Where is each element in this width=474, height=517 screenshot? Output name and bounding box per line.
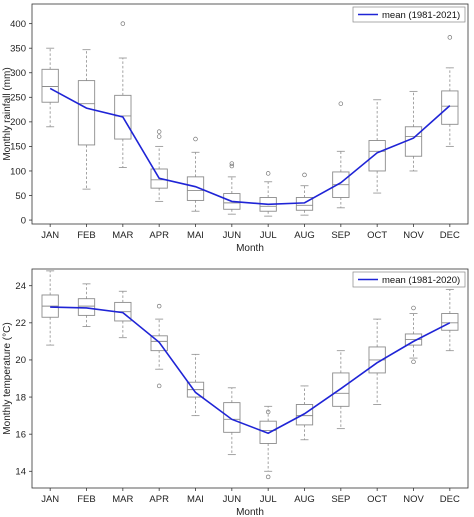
y-tick-label: 24 xyxy=(15,281,26,292)
box-jan xyxy=(41,270,59,346)
x-tick-label-mar: MAR xyxy=(112,494,133,505)
box-iqr xyxy=(223,402,241,433)
outlier-point xyxy=(156,134,162,139)
box-mai xyxy=(186,353,205,417)
legend: mean (1981-2021) xyxy=(352,6,466,23)
y-tick-label: 22 xyxy=(15,318,26,329)
x-tick-label-nov: NOV xyxy=(403,494,424,505)
y-tick-label: 0 xyxy=(21,215,26,226)
box-jul xyxy=(259,405,277,480)
y-tick-label: 18 xyxy=(15,392,26,403)
x-tick-label-feb: FEB xyxy=(77,494,95,505)
x-tick-label-sep: SEP xyxy=(331,494,350,505)
legend-label: mean (1981-2021) xyxy=(382,10,460,21)
box-nov xyxy=(404,305,423,365)
outlier-point xyxy=(265,474,271,480)
x-tick-label-oct: OCT xyxy=(367,230,387,241)
mean-line xyxy=(49,87,451,206)
box-apr xyxy=(150,303,168,389)
y-axis-title: Monthly rainfall (mm) xyxy=(2,67,13,160)
y-tick-label: 250 xyxy=(10,93,26,104)
x-tick-label-oct: OCT xyxy=(367,494,387,505)
outlier-point xyxy=(120,21,126,26)
y-tick-label: 150 xyxy=(10,142,26,153)
box-iqr xyxy=(77,80,96,146)
x-tick-label-dec: DEC xyxy=(440,230,460,241)
x-axis-title: Month xyxy=(236,507,264,517)
y-tick-label: 200 xyxy=(10,117,26,128)
box-sep xyxy=(332,101,350,209)
x-axis-title: Month xyxy=(236,243,264,254)
box-iqr xyxy=(441,313,459,331)
outlier-point xyxy=(193,136,198,142)
plot-frame xyxy=(31,3,469,225)
y-axis-title: Monthly temperature (°C) xyxy=(2,322,13,434)
box-aug xyxy=(295,385,314,441)
box-iqr xyxy=(441,90,459,125)
outlier-point xyxy=(411,305,416,311)
x-tick-label-sep: SEP xyxy=(331,230,350,241)
plot-frame xyxy=(31,268,469,489)
box-iqr xyxy=(41,68,59,103)
rainfall-chart-svg: 0 50 100 150 200 250 300 350 400 JAN FEB MAR APR MAI J… xyxy=(2,3,469,254)
box-iqr xyxy=(186,176,205,201)
y-tick-label: 50 xyxy=(15,191,26,202)
mean-line xyxy=(50,306,451,435)
outlier-point xyxy=(338,101,344,106)
legend-box xyxy=(352,271,466,288)
x-tick-label-mai: MAI xyxy=(187,230,204,241)
x-tick-label-jan: JAN xyxy=(41,494,59,505)
y-tick-label: 400 xyxy=(10,19,26,30)
x-tick-label-mar: MAR xyxy=(112,230,133,241)
box-feb xyxy=(77,49,96,190)
outlier-point xyxy=(156,383,162,389)
box-iqr xyxy=(150,168,168,189)
x-tick-label-apr: APR xyxy=(149,230,169,241)
legend-label: mean (1981-2020) xyxy=(382,275,460,286)
x-tick-label-jan: JAN xyxy=(41,230,59,241)
box-iqr xyxy=(295,404,314,426)
rainfall-chart: 0 50 100 150 200 250 300 350 400 JAN FEB MAR APR MAI J… xyxy=(0,0,474,255)
x-tick-label-feb: FEB xyxy=(77,230,95,241)
y-tick-label: 20 xyxy=(15,355,26,366)
box-iqr xyxy=(114,94,132,140)
box-mai xyxy=(186,136,205,212)
legend-box xyxy=(352,6,466,23)
outlier-point xyxy=(156,129,162,134)
x-tick-label-dec: DEC xyxy=(440,494,460,505)
outlier-point xyxy=(302,172,307,178)
outlier-point xyxy=(156,303,162,309)
x-tick-label-jul: JUL xyxy=(260,494,277,505)
x-tick-label-jun: JUN xyxy=(223,494,242,505)
legend: mean (1981-2020) xyxy=(352,271,466,288)
y-tick-label: 100 xyxy=(10,166,26,177)
box-iqr xyxy=(150,335,168,352)
outlier-point xyxy=(229,163,235,169)
y-tick-label: 350 xyxy=(10,43,26,54)
outlier-point xyxy=(265,171,271,176)
box-jan xyxy=(41,47,59,128)
temperature-chart-svg: 14 16 18 20 22 24 JAN FEB MAR APR MAI JUN JUL AUG SEP O… xyxy=(2,268,469,517)
outlier-point xyxy=(411,359,416,365)
box-iqr xyxy=(259,420,277,444)
x-tick-label-jun: JUN xyxy=(223,230,242,241)
outlier-point xyxy=(229,161,235,166)
x-tick-label-aug: AUG xyxy=(294,230,315,241)
box-iqr xyxy=(332,372,350,407)
x-tick-label-apr: APR xyxy=(149,494,169,505)
x-tick-label-nov: NOV xyxy=(403,230,424,241)
outlier-point xyxy=(447,35,453,40)
outlier-point xyxy=(265,409,271,415)
x-tick-label-jul: JUL xyxy=(260,230,277,241)
box-iqr xyxy=(368,140,386,172)
x-tick-label-aug: AUG xyxy=(294,494,315,505)
temperature-chart: 14 16 18 20 22 24 JAN FEB MAR APR MAI JUN JUL AUG SEP O… xyxy=(0,258,474,517)
y-tick-label: 300 xyxy=(10,68,26,79)
y-tick-label: 16 xyxy=(15,429,26,440)
x-tick-label-mai: MAI xyxy=(187,494,204,505)
y-tick-label: 14 xyxy=(15,467,26,478)
